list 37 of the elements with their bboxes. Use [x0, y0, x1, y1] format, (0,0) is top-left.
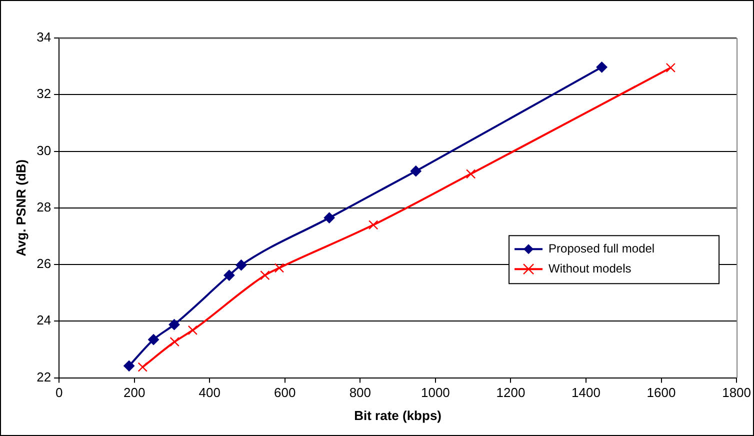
point — [236, 260, 247, 271]
x-tick-label: 600 — [274, 385, 296, 400]
y-tick-label: 30 — [36, 142, 52, 158]
legend-label: Proposed full model — [548, 241, 655, 256]
x-tick-label: 1400 — [572, 385, 600, 400]
point — [466, 169, 476, 179]
point — [224, 270, 235, 281]
point — [124, 360, 135, 372]
point — [368, 220, 378, 230]
legend-label: Without models — [548, 261, 632, 276]
point — [138, 362, 148, 372]
point — [324, 212, 335, 224]
point — [666, 62, 676, 73]
y-tick-label: 32 — [36, 86, 52, 102]
point — [596, 62, 608, 73]
y-axis-title: Avg. PSNR (dB) — [13, 159, 28, 256]
point — [148, 334, 160, 346]
x-tick-label: 0 — [55, 385, 63, 400]
x-tick-label: 1800 — [722, 385, 751, 400]
y-tick-label: 26 — [36, 256, 52, 272]
point — [170, 336, 180, 347]
x-tick-label: 200 — [123, 385, 146, 400]
y-tick-label: 24 — [36, 312, 52, 328]
x-tick-label: 800 — [349, 385, 372, 400]
y-tick-label: 22 — [36, 369, 52, 384]
point — [168, 319, 180, 330]
y-tick-label: 34 — [36, 30, 52, 45]
x-axis-title: Bit rate (kbps) — [354, 408, 442, 423]
x-tick-label: 1000 — [420, 385, 450, 400]
x-tick-label: 1600 — [646, 385, 676, 400]
y-tick-label: 28 — [36, 199, 52, 214]
point — [410, 166, 422, 177]
x-tick-label: 400 — [198, 385, 220, 400]
point — [260, 270, 270, 280]
x-tick-label: 1200 — [496, 385, 526, 400]
point — [274, 263, 284, 273]
point — [188, 325, 198, 336]
